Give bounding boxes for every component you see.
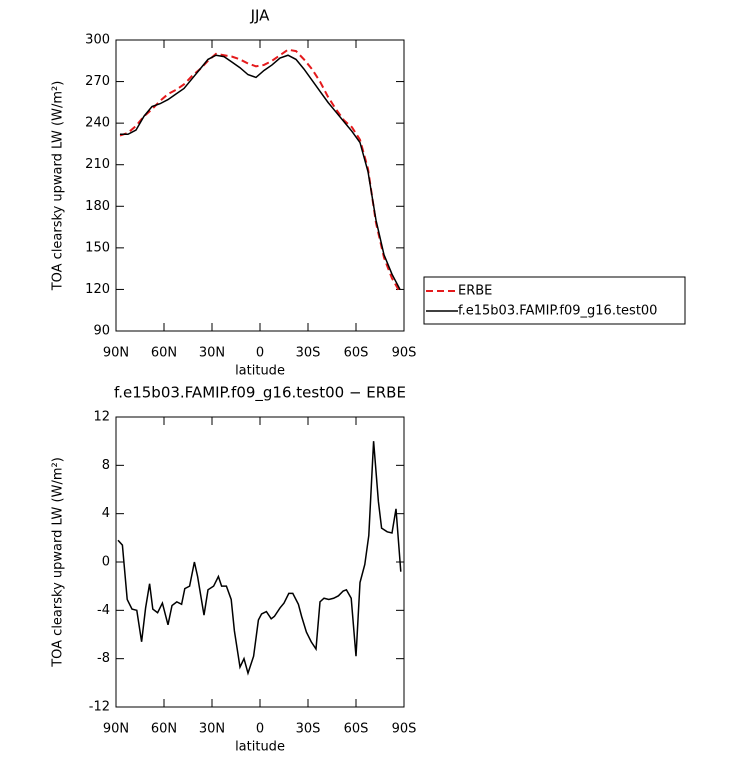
y-axis-label: TOA clearsky upward LW (W/m²)	[51, 81, 66, 292]
y-tick-label: 240	[85, 116, 110, 131]
y-tick-label: 0	[102, 555, 110, 570]
x-tick-label: 0	[256, 722, 264, 737]
x-tick-label: 60N	[151, 346, 177, 361]
x-tick-label: 90N	[103, 722, 129, 737]
y-tick-label: 90	[93, 324, 110, 339]
y-tick-label: 210	[85, 157, 110, 172]
x-tick-label: 30N	[199, 722, 225, 737]
x-tick-label: 90N	[103, 346, 129, 361]
chart-title: JJA	[250, 7, 271, 25]
y-tick-label: -8	[97, 651, 110, 666]
y-tick-label: -12	[89, 700, 110, 715]
y-tick-label: 300	[85, 33, 110, 48]
legend-box	[423, 276, 686, 325]
y-tick-label: 12	[93, 410, 110, 425]
y-tick-label: -4	[97, 603, 110, 618]
plot-frame	[115, 416, 405, 708]
plot-frame	[115, 39, 405, 332]
legend-label: ERBE	[458, 284, 492, 299]
legend-label: f.e15b03.FAMIP.f09_g16.test00	[458, 304, 657, 319]
y-tick-label: 150	[85, 240, 110, 255]
y-axis-label: TOA clearsky upward LW (W/m²)	[51, 457, 66, 668]
x-tick-label: 90S	[392, 722, 417, 737]
x-tick-label: 30S	[296, 346, 321, 361]
data-line	[119, 48, 401, 293]
x-tick-label: 0	[256, 346, 264, 361]
x-axis-label: latitude	[235, 364, 285, 379]
x-tick-label: 90S	[392, 346, 417, 361]
y-tick-label: 120	[85, 282, 110, 297]
y-tick-label: 180	[85, 199, 110, 214]
y-tick-label: 270	[85, 74, 110, 89]
x-tick-label: 30N	[199, 346, 225, 361]
x-tick-label: 60S	[344, 722, 369, 737]
x-axis-label: latitude	[235, 740, 285, 755]
x-tick-label: 60S	[344, 346, 369, 361]
data-line	[117, 441, 402, 676]
y-tick-label: 4	[102, 506, 110, 521]
chart-title: f.e15b03.FAMIP.f09_g16.test00 − ERBE	[114, 384, 406, 403]
x-tick-label: 60N	[151, 722, 177, 737]
y-tick-label: 8	[102, 458, 110, 473]
data-line	[120, 54, 401, 290]
x-tick-label: 30S	[296, 722, 321, 737]
